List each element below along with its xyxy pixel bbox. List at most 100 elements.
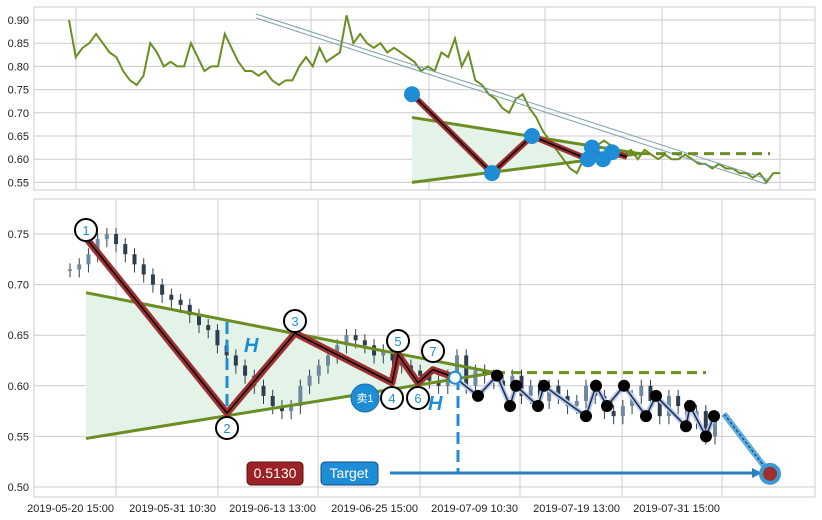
pattern-label-circle <box>215 416 239 440</box>
candle-body <box>86 254 91 265</box>
pattern-label-circle <box>380 386 404 410</box>
candle-body <box>436 380 441 386</box>
candle-body <box>473 370 478 386</box>
pattern-label: 4 <box>388 391 395 406</box>
bottom-ytick-label: 0.50 <box>8 482 29 494</box>
bottom-triangle-lower <box>85 371 496 440</box>
top-resistance-line-a <box>255 13 771 181</box>
bottom-ytick-label: 0.75 <box>8 229 29 241</box>
target-label: Target <box>330 465 369 481</box>
height-label-2: H <box>428 393 443 415</box>
candle-body <box>123 244 128 255</box>
candle-body <box>584 385 588 401</box>
target-price-box <box>246 461 304 486</box>
x-tick-label: 2019-07-19 13:00 <box>533 503 620 515</box>
top-ytick-label: 0.85 <box>8 38 29 50</box>
swing-point <box>590 379 602 392</box>
top-ytick-label: 0.55 <box>8 177 29 189</box>
bottom-ytick-label: 0.60 <box>8 381 29 393</box>
candle-body <box>178 299 183 305</box>
candle-body <box>215 330 220 346</box>
pattern-label-circle <box>406 386 430 410</box>
candle-body <box>464 355 469 386</box>
candle-body <box>611 411 616 417</box>
top-resistance-line-b <box>255 17 767 185</box>
candle-body <box>639 385 644 396</box>
top-triangle-fill <box>412 117 640 183</box>
candle-body <box>68 269 72 271</box>
x-tick-label: 2019-07-09 10:30 <box>431 503 518 515</box>
swing-point <box>684 400 696 413</box>
bottom-ytick-label: 0.55 <box>8 431 29 443</box>
candle-body <box>381 350 386 356</box>
candle-body <box>418 370 423 376</box>
pattern-label: 5 <box>394 334 401 349</box>
pattern-label: 2 <box>223 421 230 436</box>
target-arrow-head <box>752 468 762 478</box>
candle-body <box>95 239 100 255</box>
candle-body <box>390 350 395 361</box>
x-tick-label: 2019-05-20 15:00 <box>27 503 114 515</box>
top-ytick-label: 0.70 <box>8 108 29 120</box>
swing-point <box>650 389 662 402</box>
candle-body <box>169 294 174 300</box>
candle-body <box>547 385 552 401</box>
pattern-label-circle <box>74 218 98 242</box>
pattern-label: 6 <box>414 391 421 406</box>
pattern-label: 7 <box>429 344 436 359</box>
swing-point <box>538 379 550 392</box>
swing-point <box>680 420 692 433</box>
swing-point <box>532 400 544 413</box>
top-ytick-label: 0.80 <box>8 61 29 73</box>
candle-body <box>648 385 653 401</box>
swing-point <box>472 389 484 402</box>
candle-body <box>206 325 211 331</box>
candle-body <box>657 400 662 417</box>
sell-label: 卖1 <box>356 392 373 405</box>
candle-body <box>528 385 533 396</box>
swing-point <box>700 430 712 443</box>
candle-body <box>261 385 266 396</box>
candle-body <box>344 335 349 346</box>
candle-body <box>298 385 303 407</box>
target-box <box>320 461 379 486</box>
height-label-1: H <box>244 335 259 357</box>
pattern-label-circle <box>421 339 445 363</box>
candle-body <box>620 406 625 417</box>
candle-body <box>501 380 506 386</box>
candle-body <box>77 264 82 270</box>
pattern-label: 1 <box>82 223 89 238</box>
swing-point <box>618 379 630 392</box>
target-projection-core <box>723 413 771 475</box>
candle-body <box>353 335 358 341</box>
candle-body <box>427 375 432 381</box>
candle-body <box>160 284 165 295</box>
swing-point <box>708 410 720 423</box>
swing-point <box>640 410 652 423</box>
candle-body <box>574 400 579 407</box>
candle-body <box>676 395 681 407</box>
candle-body <box>556 385 561 396</box>
breakout-point <box>448 370 462 385</box>
x-tick-label: 2019-07-31 15:00 <box>633 503 720 515</box>
pattern-label-circle <box>283 309 307 333</box>
candle-body <box>141 264 146 275</box>
x-tick-label: 2019-06-25 15:00 <box>331 503 418 515</box>
top-ytick-label: 0.65 <box>8 131 29 143</box>
x-tick-label: 2019-06-13 13:00 <box>229 503 316 515</box>
candle-body <box>289 406 294 412</box>
sell-marker <box>350 383 380 413</box>
bottom-triangle-fill <box>86 292 495 439</box>
target-point <box>759 462 781 485</box>
candle-body <box>197 314 201 326</box>
top-ytick-label: 0.90 <box>8 15 29 27</box>
candle-body <box>243 365 248 376</box>
candle-body <box>114 234 119 245</box>
swing-point <box>510 379 522 392</box>
bottom-ytick-label: 0.70 <box>8 280 29 292</box>
swing-point <box>580 410 592 423</box>
candle-body <box>307 375 312 386</box>
bottom-ytick-label: 0.65 <box>8 330 29 342</box>
candle-body <box>233 355 238 366</box>
